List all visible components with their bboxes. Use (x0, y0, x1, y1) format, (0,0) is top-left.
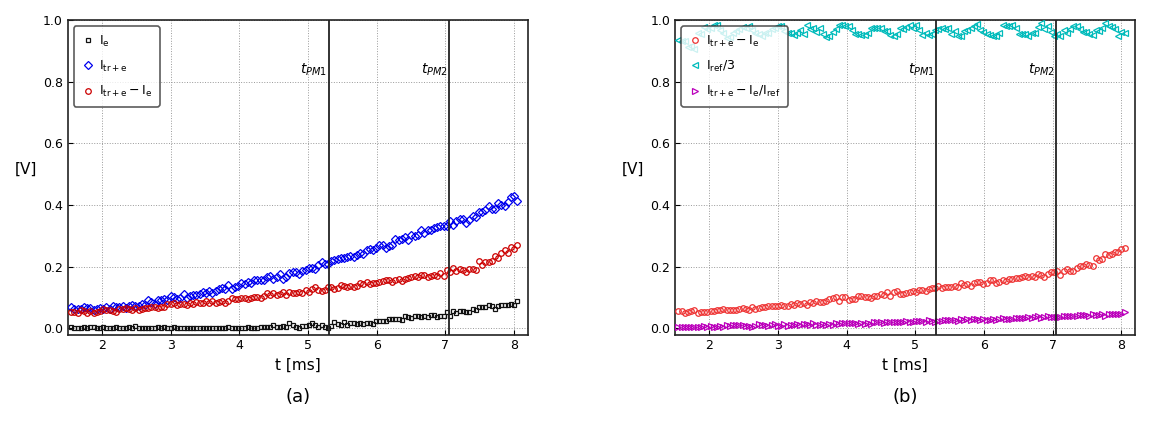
$\mathregular{I_e}$ (84, 325, 98, 330)
$\mathregular{I_{tr+e}}$ (147, 301, 161, 307)
$\mathregular{I_e}$ (289, 325, 302, 330)
$\mathregular{I_{ref}/3}$ (1098, 21, 1112, 26)
$\mathregular{I_{tr+e}-I_e/I_{ref}}$ (1118, 310, 1132, 315)
$\mathregular{I_{tr+e}-I_e}$ (84, 308, 98, 314)
$\mathregular{I_{tr+e}}$ (113, 304, 126, 310)
X-axis label: t [ms]: t [ms] (275, 358, 321, 373)
$\mathregular{I_{tr+e}-I_e/I_{ref}}$ (688, 325, 702, 330)
$\mathregular{I_{tr+e}-I_e}$ (756, 305, 769, 310)
$\mathregular{I_{tr+e}-I_e}$ (93, 308, 107, 314)
$\mathregular{I_{tr+e}-I_e}$ (289, 290, 302, 296)
$\mathregular{I_{tr+e}-I_e}$ (1114, 247, 1128, 252)
$\mathregular{I_{tr+e}-I_e}$ (113, 307, 126, 312)
$\mathregular{I_{tr+e}}$ (64, 305, 78, 310)
$\mathregular{I_{ref}/3}$ (700, 27, 714, 32)
$\mathregular{I_{tr+e}-I_e}$ (896, 291, 910, 297)
$\mathregular{I_e}$ (70, 326, 84, 331)
$\mathregular{I_{ref}/3}$ (688, 46, 702, 52)
$\mathregular{I_{ref}/3}$ (896, 26, 910, 32)
$\mathregular{I_{tr+e}-I_e}$ (672, 309, 685, 314)
Text: (a): (a) (285, 388, 310, 406)
$\mathregular{I_{tr+e}-I_e}$ (691, 310, 705, 315)
$\mathregular{I_{tr+e}-I_e}$ (1118, 246, 1132, 251)
X-axis label: t [ms]: t [ms] (882, 358, 928, 373)
$\mathregular{I_{ref}/3}$ (672, 37, 685, 42)
$\mathregular{I_{ref}/3}$ (861, 30, 875, 35)
$\mathregular{I_{tr+e}-I_e}$ (147, 304, 161, 309)
Line: $\mathregular{I_{tr+e}}$: $\mathregular{I_{tr+e}}$ (68, 193, 520, 312)
Text: $t_{PM1}$: $t_{PM1}$ (300, 61, 328, 78)
Y-axis label: [V]: [V] (622, 162, 645, 177)
$\mathregular{I_e}$ (507, 302, 521, 307)
$\mathregular{I_{tr+e}-I_e/I_{ref}}$ (716, 325, 730, 330)
$\mathregular{I_{tr+e}}$ (289, 270, 302, 275)
$\mathregular{I_{ref}/3}$ (1118, 30, 1132, 35)
$\mathregular{I_{tr+e}}$ (507, 194, 521, 199)
$\mathregular{I_{tr+e}-I_e}$ (81, 311, 94, 316)
Text: $t_{PM1}$: $t_{PM1}$ (907, 61, 935, 78)
Line: $\mathregular{I_{tr+e}-I_e}$: $\mathregular{I_{tr+e}-I_e}$ (675, 246, 1127, 316)
$\mathregular{I_{ref}/3}$ (756, 34, 769, 39)
Line: $\mathregular{I_e}$: $\mathregular{I_e}$ (69, 299, 520, 331)
$\mathregular{I_{tr+e}-I_e/I_{ref}}$ (756, 322, 769, 328)
$\mathregular{I_{tr+e}-I_e/I_{ref}}$ (1114, 311, 1128, 316)
$\mathregular{I_{tr+e}}$ (254, 277, 268, 283)
$\mathregular{I_{tr+e}-I_e}$ (511, 242, 524, 247)
$\mathregular{I_{ref}/3}$ (691, 31, 705, 36)
Line: $\mathregular{I_{tr+e}-I_e}$: $\mathregular{I_{tr+e}-I_e}$ (68, 242, 520, 316)
$\mathregular{I_{tr+e}-I_e/I_{ref}}$ (697, 324, 711, 329)
Y-axis label: [V]: [V] (15, 162, 37, 177)
Legend: $\mathregular{I_e}$, $\mathregular{I_{tr+e}}$, $\mathregular{I_{tr+e}-I_e}$: $\mathregular{I_e}$, $\mathregular{I_{tr… (74, 26, 160, 106)
$\mathregular{I_{tr+e}-I_e}$ (677, 311, 691, 316)
Line: $\mathregular{I_{ref}/3}$: $\mathregular{I_{ref}/3}$ (675, 21, 1127, 52)
$\mathregular{I_{tr+e}-I_e}$ (507, 247, 521, 252)
$\mathregular{I_{tr+e}-I_e}$ (64, 309, 78, 314)
$\mathregular{I_{tr+e}}$ (93, 305, 107, 311)
$\mathregular{I_{tr+e}-I_e/I_{ref}}$ (672, 324, 685, 329)
$\mathregular{I_{tr+e}-I_e/I_{ref}}$ (720, 322, 734, 327)
$\mathregular{I_{ref}/3}$ (720, 35, 734, 40)
Text: $t_{PM2}$: $t_{PM2}$ (1028, 61, 1055, 78)
$\mathregular{I_{tr+e}-I_e/I_{ref}}$ (896, 319, 910, 324)
$\mathregular{I_{tr+e}}$ (511, 198, 524, 204)
Text: $t_{PM2}$: $t_{PM2}$ (421, 61, 447, 78)
$\mathregular{I_e}$ (113, 325, 126, 331)
$\mathregular{I_e}$ (64, 325, 78, 330)
Text: (b): (b) (892, 388, 918, 406)
$\mathregular{I_{tr+e}}$ (86, 307, 100, 312)
Line: $\mathregular{I_{tr+e}-I_e/I_{ref}}$: $\mathregular{I_{tr+e}-I_e/I_{ref}}$ (675, 309, 1127, 330)
Legend: $\mathregular{I_{tr+e}-I_e}$, $\mathregular{I_{ref}/3}$, $\mathregular{I_{tr+e}-: $\mathregular{I_{tr+e}-I_e}$, $\mathregu… (681, 26, 788, 106)
$\mathregular{I_{tr+e}-I_e}$ (700, 310, 714, 315)
$\mathregular{I_e}$ (93, 325, 107, 330)
$\mathregular{I_{tr+e}-I_e}$ (720, 307, 734, 312)
$\mathregular{I_{tr+e}}$ (81, 305, 94, 310)
$\mathregular{I_e}$ (147, 325, 161, 330)
$\mathregular{I_e}$ (511, 299, 524, 304)
